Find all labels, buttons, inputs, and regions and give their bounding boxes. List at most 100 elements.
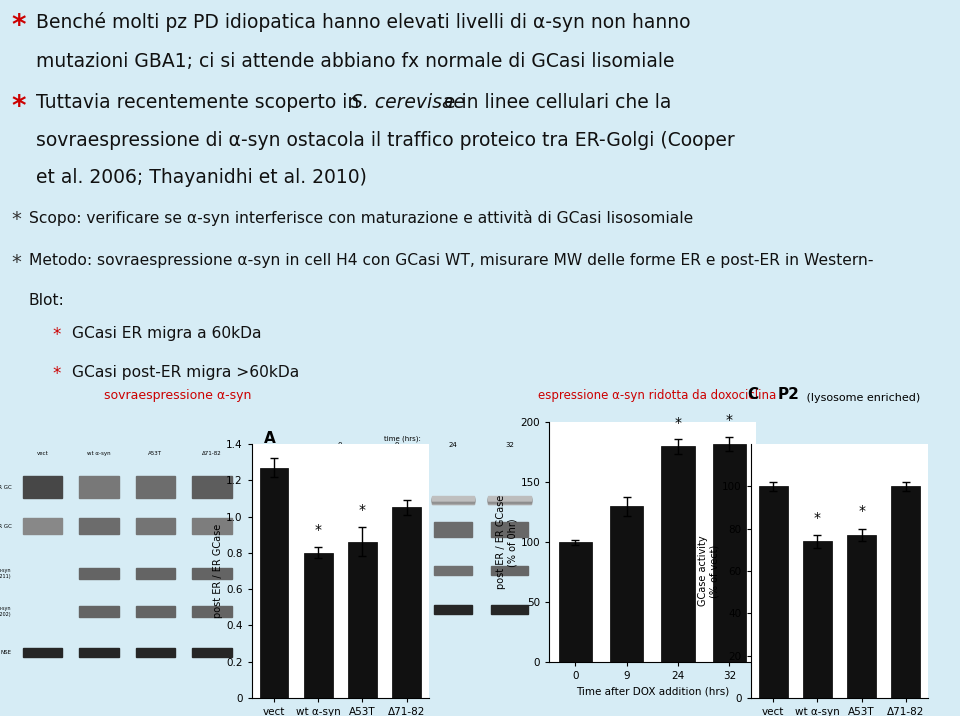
Text: *: * xyxy=(675,415,682,430)
Bar xyxy=(559,543,592,662)
Text: sovraespressione di α-syn ostacola il traffico proteico tra ER-Golgi (Cooper: sovraespressione di α-syn ostacola il tr… xyxy=(36,131,735,150)
Bar xyxy=(803,541,831,698)
Text: *: * xyxy=(315,523,322,537)
Text: Blot:: Blot: xyxy=(29,293,64,308)
Bar xyxy=(375,497,418,500)
Text: C: C xyxy=(747,387,758,402)
Bar xyxy=(135,606,175,616)
Bar xyxy=(23,518,62,534)
Bar xyxy=(432,498,474,502)
Text: GCasi post-ER migra >60kDa: GCasi post-ER migra >60kDa xyxy=(72,365,300,380)
Text: α-tub: α-tub xyxy=(292,607,309,612)
Text: NSE: NSE xyxy=(1,650,12,655)
Bar xyxy=(135,568,175,579)
Text: mutazioni GBA1; ci si attende abbiano fx normale di GCasi lisomiale: mutazioni GBA1; ci si attende abbiano fx… xyxy=(36,52,675,71)
Text: 51: 51 xyxy=(276,607,284,612)
Bar xyxy=(488,498,531,503)
X-axis label: Time after DOX addition (hrs): Time after DOX addition (hrs) xyxy=(576,687,729,697)
Bar xyxy=(432,496,474,500)
Bar xyxy=(319,498,362,502)
Bar xyxy=(491,523,528,537)
Text: sovraespressione α-syn: sovraespressione α-syn xyxy=(104,390,252,402)
Bar xyxy=(491,605,528,614)
Text: S. cerevisae: S. cerevisae xyxy=(351,93,466,112)
Bar xyxy=(80,648,119,657)
Text: vect: vect xyxy=(36,452,48,457)
Bar xyxy=(432,498,474,503)
Y-axis label: post ER / ER GCase: post ER / ER GCase xyxy=(213,524,223,618)
Text: post-ER GC: post-ER GC xyxy=(274,486,309,491)
Bar xyxy=(192,648,231,657)
Text: 60: 60 xyxy=(276,527,284,532)
Bar xyxy=(758,486,787,698)
Bar xyxy=(192,606,231,616)
Bar xyxy=(488,500,531,503)
Bar xyxy=(378,566,416,575)
Text: time (hrs):: time (hrs): xyxy=(384,436,420,442)
Text: ER GC: ER GC xyxy=(290,527,309,532)
Text: *: * xyxy=(858,505,865,518)
Bar xyxy=(434,523,471,537)
Text: Tuttavia recentemente scoperto in: Tuttavia recentemente scoperto in xyxy=(36,93,366,112)
Bar xyxy=(192,568,231,579)
Text: ER GC: ER GC xyxy=(0,524,12,529)
Bar xyxy=(434,605,471,614)
Bar xyxy=(375,499,418,503)
Text: 9: 9 xyxy=(395,442,398,448)
Text: wt α-syn: wt α-syn xyxy=(87,452,110,457)
Text: 18: 18 xyxy=(276,571,284,576)
Text: (lysosome enriched): (lysosome enriched) xyxy=(803,393,920,403)
Bar xyxy=(375,498,418,503)
Bar xyxy=(23,476,62,498)
Text: α-syn
(syn211): α-syn (syn211) xyxy=(285,565,309,576)
Bar xyxy=(319,497,362,500)
Y-axis label: GCase activity
(% of vect): GCase activity (% of vect) xyxy=(698,536,719,606)
Bar xyxy=(432,500,474,503)
Text: *: * xyxy=(726,413,732,427)
Bar xyxy=(661,447,695,662)
Bar xyxy=(319,497,362,501)
Bar xyxy=(488,498,531,502)
Y-axis label: post ER / ER GCase
(% of 0hr): post ER / ER GCase (% of 0hr) xyxy=(496,495,517,589)
Bar xyxy=(348,542,377,698)
Bar xyxy=(322,523,359,537)
Bar xyxy=(319,500,362,504)
Bar xyxy=(80,606,119,616)
Bar xyxy=(23,648,62,657)
Bar xyxy=(135,518,175,534)
Text: GCasi ER migra a 60kDa: GCasi ER migra a 60kDa xyxy=(72,326,261,341)
Bar xyxy=(432,497,474,501)
Text: *: * xyxy=(53,326,61,344)
Bar xyxy=(135,648,175,657)
Bar xyxy=(319,500,362,503)
Text: post-ER GC: post-ER GC xyxy=(0,485,12,490)
Text: *: * xyxy=(12,93,26,122)
Text: 32: 32 xyxy=(505,442,514,448)
Bar xyxy=(80,476,119,498)
Text: *: * xyxy=(12,12,26,41)
Text: α-syn
(syn211): α-syn (syn211) xyxy=(0,568,12,579)
Bar xyxy=(192,476,231,498)
Text: *: * xyxy=(359,503,366,517)
Bar xyxy=(488,497,531,500)
Bar xyxy=(378,605,416,614)
Text: et al. 2006; Thayanidhi et al. 2010): et al. 2006; Thayanidhi et al. 2010) xyxy=(36,168,368,187)
Bar xyxy=(892,486,921,698)
Bar xyxy=(319,499,362,503)
Text: Scopo: verificare se α-syn interferisce con maturazione e attività di GCasi liso: Scopo: verificare se α-syn interferisce … xyxy=(29,210,693,226)
Bar xyxy=(432,497,474,500)
Bar xyxy=(80,518,119,534)
Bar xyxy=(192,518,231,534)
Bar xyxy=(432,499,474,503)
Bar xyxy=(610,506,643,662)
Text: *: * xyxy=(814,511,821,525)
Text: 24: 24 xyxy=(448,442,457,448)
Bar xyxy=(488,497,531,501)
Bar xyxy=(303,553,332,698)
Bar xyxy=(375,500,418,503)
Bar xyxy=(432,500,474,504)
Bar xyxy=(848,535,876,698)
Text: *: * xyxy=(12,210,21,228)
Bar xyxy=(393,508,421,698)
Bar xyxy=(375,500,418,504)
